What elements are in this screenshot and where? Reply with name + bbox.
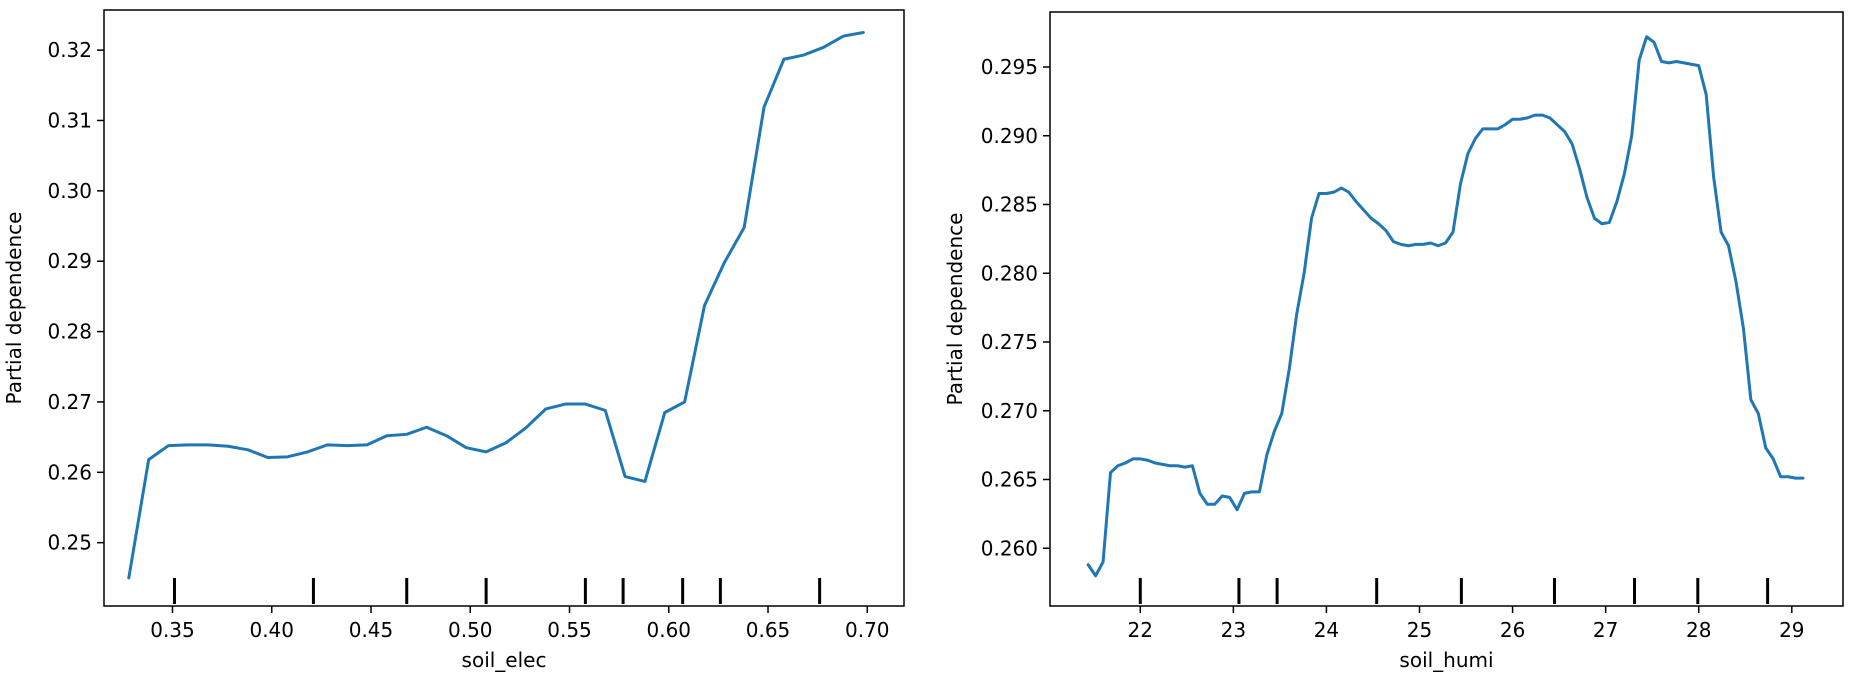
- soil-humi-y-tick-label-6: 0.290: [981, 124, 1038, 148]
- soil-humi-x-tick-label-6: 28: [1686, 618, 1711, 642]
- soil-humi-y-tick-label-0: 0.260: [981, 536, 1038, 560]
- soil-humi-y-tick-label-4: 0.280: [981, 261, 1038, 285]
- soil-humi-x-tick-label-5: 27: [1593, 618, 1618, 642]
- soil-humi-y-tick-label-5: 0.285: [981, 193, 1038, 217]
- soil-elec-panel: 0.35 0.40 0.45 0.50 0.55 0.60 0.65 0.70 0.25 0.26…: [2, 9, 905, 672]
- soil-humi-y-axis-label: Partial dependence: [943, 213, 967, 406]
- soil-elec-y-tick-label-7: 0.32: [47, 38, 92, 62]
- soil-humi-axes-frame: [1049, 11, 1844, 607]
- soil-elec-x-axis-label: soil_elec: [462, 648, 547, 672]
- soil-elec-x-tick-label-1: 0.40: [249, 618, 294, 642]
- soil-humi-y-tick-label-3: 0.275: [981, 330, 1038, 354]
- soil-humi-x-tick-label-0: 22: [1128, 618, 1153, 642]
- soil-humi-y-tick-label-7: 0.295: [981, 55, 1038, 79]
- soil-elec-y-tick-label-3: 0.28: [47, 320, 92, 344]
- soil-elec-pd-line: [127, 31, 865, 580]
- soil-humi-y-tick-label-1: 0.265: [981, 468, 1038, 492]
- soil-elec-y-tick-label-1: 0.26: [47, 460, 92, 484]
- soil-humi-panel: 22 23 24 25 26 27 28 29 0.260 0.265 0.270 0.275 0.28…: [943, 11, 1844, 672]
- soil-humi-x-tick-label-3: 25: [1407, 618, 1432, 642]
- soil-humi-y-tick-label-2: 0.270: [981, 399, 1038, 423]
- soil-humi-x-tick-label-7: 29: [1779, 618, 1804, 642]
- soil-elec-x-tick-label-0: 0.35: [150, 618, 195, 642]
- soil-humi-x-axis-label: soil_humi: [1399, 648, 1493, 672]
- soil-elec-x-tick-label-7: 0.70: [845, 618, 890, 642]
- soil-humi-x-tick-label-4: 26: [1500, 618, 1525, 642]
- soil-elec-y-tick-label-5: 0.30: [47, 179, 92, 203]
- soil-elec-y-tick-label-2: 0.27: [47, 390, 92, 414]
- soil-humi-x-tick-label-2: 24: [1314, 618, 1339, 642]
- soil-elec-x-tick-label-4: 0.55: [547, 618, 592, 642]
- soil-elec-axes-frame: [103, 9, 905, 607]
- soil-elec-x-tick-label-2: 0.45: [349, 618, 394, 642]
- soil-elec-x-tick-label-5: 0.60: [646, 618, 691, 642]
- soil-elec-y-tick-label-0: 0.25: [47, 531, 92, 555]
- soil-elec-x-tick-label-3: 0.50: [448, 618, 493, 642]
- soil-elec-y-tick-label-6: 0.31: [47, 108, 92, 132]
- soil-elec-y-axis-label: Partial dependence: [2, 212, 26, 405]
- soil-humi-x-tick-label-1: 23: [1221, 618, 1246, 642]
- soil-elec-y-tick-label-4: 0.29: [47, 249, 92, 273]
- soil-humi-pd-line: [1086, 35, 1805, 578]
- soil-elec-x-tick-label-6: 0.65: [746, 618, 791, 642]
